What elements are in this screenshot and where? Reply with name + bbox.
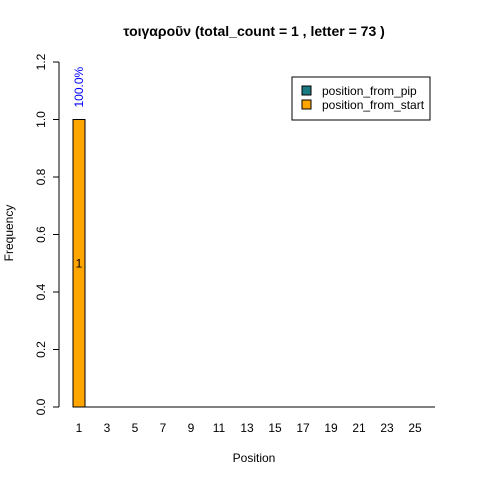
x-tick-label: 19 [324, 421, 338, 435]
chart-title: τοιγαροῦν (total_count = 1 , letter = 73… [123, 23, 385, 39]
y-tick-label: 1.2 [34, 53, 48, 70]
y-tick-label: 0.0 [34, 398, 48, 415]
x-tick-label: 9 [188, 421, 195, 435]
legend-box [291, 76, 431, 121]
legend-swatch [301, 99, 312, 110]
x-tick-label: 3 [104, 421, 111, 435]
y-axis: 0.0 0.2 0.4 0.6 0.8 1.0 1.2 [34, 53, 60, 415]
x-tick-label: 13 [240, 421, 254, 435]
y-tick-label: 0.2 [34, 341, 48, 358]
x-tick-label: 21 [352, 421, 366, 435]
x-tick-label: 15 [268, 421, 282, 435]
bar-position_from_start [72, 119, 86, 408]
bar-percent-label: 100.0% [72, 66, 86, 107]
bars [72, 119, 435, 408]
x-axis-label: Position [233, 451, 276, 465]
legend-label: position_from_pip [322, 84, 417, 98]
y-axis-label: Frequency [2, 205, 16, 262]
x-tick-label: 25 [408, 421, 422, 435]
y-tick-label: 1.0 [34, 111, 48, 128]
x-axis: 1 3 5 7 9 11 13 15 17 19 21 23 25 [76, 421, 422, 435]
x-tick-label: 1 [76, 421, 83, 435]
x-tick-label: 23 [380, 421, 394, 435]
bar-count-label: 1 [76, 256, 83, 270]
bar-labels: 1 100.0% [72, 66, 86, 270]
y-tick-label: 0.6 [34, 226, 48, 243]
legend-swatch [301, 85, 312, 96]
y-tick-label: 0.4 [34, 283, 48, 300]
y-tick-label: 0.8 [34, 168, 48, 185]
x-tick-label: 7 [160, 421, 167, 435]
x-tick-label: 5 [132, 421, 139, 435]
legend-label: position_from_start [322, 98, 425, 112]
x-tick-label: 11 [213, 421, 226, 435]
x-tick-label: 17 [296, 421, 310, 435]
